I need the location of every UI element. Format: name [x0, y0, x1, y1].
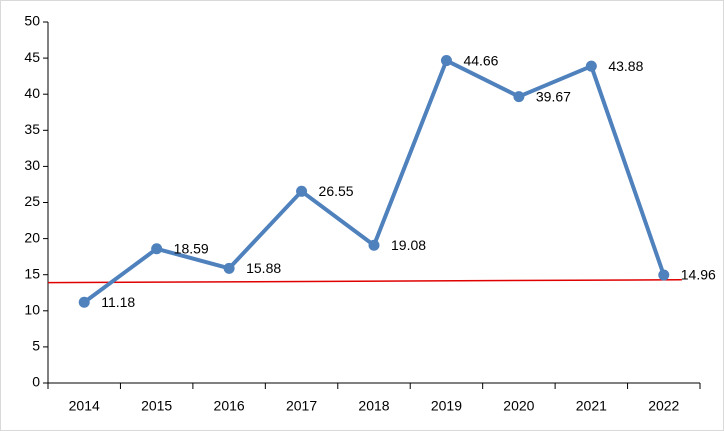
y-tick-label: 25 [24, 193, 40, 209]
data-point [440, 55, 452, 67]
data-label: 39.67 [536, 88, 571, 104]
data-label: 15.88 [246, 260, 281, 276]
data-point [296, 185, 308, 197]
data-label: 18.59 [174, 240, 209, 256]
data-label: 11.18 [101, 294, 135, 310]
y-tick-label: 0 [32, 374, 40, 390]
x-tick-label: 2022 [648, 398, 679, 414]
y-tick-label: 10 [24, 302, 40, 318]
data-label: 19.08 [391, 237, 426, 253]
y-tick-label: 15 [24, 265, 40, 281]
y-tick-label: 40 [24, 85, 40, 101]
data-label: 14.96 [681, 267, 716, 283]
x-tick-label: 2017 [286, 398, 317, 414]
y-tick-label: 35 [24, 121, 40, 137]
data-label: 44.66 [463, 52, 498, 68]
data-point [658, 269, 670, 281]
x-tick-label: 2018 [358, 398, 389, 414]
data-label: 43.88 [608, 58, 643, 74]
data-point [368, 239, 380, 251]
x-tick-label: 2014 [69, 398, 100, 414]
data-point [78, 296, 90, 308]
x-tick-label: 2020 [503, 398, 534, 414]
data-point [151, 243, 163, 255]
data-point [585, 60, 597, 72]
y-tick-label: 5 [32, 338, 40, 354]
x-tick-label: 2016 [214, 398, 245, 414]
x-tick-label: 2015 [141, 398, 172, 414]
data-point [513, 91, 525, 103]
reference-line [47, 279, 682, 284]
y-tick-label: 50 [24, 13, 40, 29]
data-point [223, 262, 235, 274]
x-tick-label: 2021 [576, 398, 607, 414]
y-tick-label: 30 [24, 157, 40, 173]
y-tick-label: 20 [24, 229, 40, 245]
x-tick-label: 2019 [431, 398, 462, 414]
y-tick-label: 45 [24, 49, 40, 65]
data-label: 26.55 [319, 183, 354, 199]
